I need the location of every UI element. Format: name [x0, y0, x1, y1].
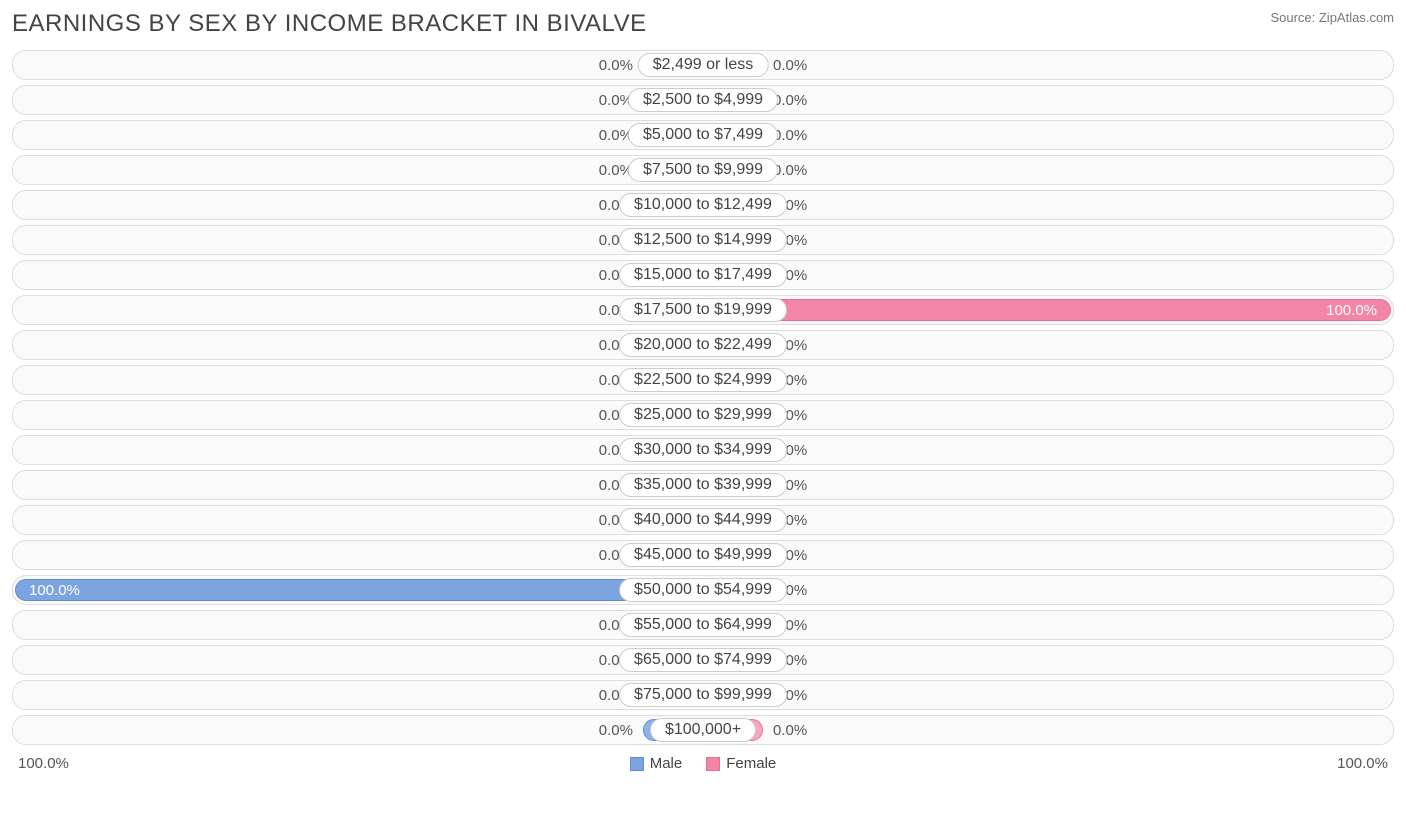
female-value: 0.0%: [773, 86, 807, 114]
bracket-label: $50,000 to $54,999: [619, 578, 787, 602]
chart-source: Source: ZipAtlas.com: [1270, 10, 1394, 25]
bracket-row: 0.0%0.0%$40,000 to $44,999: [12, 505, 1394, 535]
bracket-label: $40,000 to $44,999: [619, 508, 787, 532]
bracket-label: $22,500 to $24,999: [619, 368, 787, 392]
bracket-label: $35,000 to $39,999: [619, 473, 787, 497]
bracket-row: 0.0%0.0%$22,500 to $24,999: [12, 365, 1394, 395]
legend-male-label: Male: [650, 755, 683, 772]
bracket-row: 0.0%0.0%$7,500 to $9,999: [12, 155, 1394, 185]
chart-footer: 100.0% Male Female 100.0%: [12, 755, 1394, 772]
legend-female-label: Female: [726, 755, 776, 772]
bracket-label: $2,499 or less: [638, 53, 769, 77]
axis-left-label: 100.0%: [18, 755, 69, 772]
bracket-label: $20,000 to $22,499: [619, 333, 787, 357]
bracket-row: 100.0%0.0%$50,000 to $54,999: [12, 575, 1394, 605]
bracket-row: 0.0%0.0%$75,000 to $99,999: [12, 680, 1394, 710]
female-value: 0.0%: [773, 156, 807, 184]
female-value: 0.0%: [773, 716, 807, 744]
bracket-label: $100,000+: [650, 718, 756, 742]
bracket-row: 0.0%0.0%$2,500 to $4,999: [12, 85, 1394, 115]
bracket-label: $65,000 to $74,999: [619, 648, 787, 672]
female-value: 100.0%: [1326, 296, 1377, 324]
bracket-label: $55,000 to $64,999: [619, 613, 787, 637]
axis-right-label: 100.0%: [1337, 755, 1388, 772]
bracket-label: $5,000 to $7,499: [628, 123, 778, 147]
bracket-label: $75,000 to $99,999: [619, 683, 787, 707]
bracket-row: 0.0%0.0%$20,000 to $22,499: [12, 330, 1394, 360]
legend-female: Female: [706, 755, 776, 772]
chart-header: EARNINGS BY SEX BY INCOME BRACKET IN BIV…: [12, 10, 1394, 38]
bracket-label: $2,500 to $4,999: [628, 88, 778, 112]
bracket-row: 0.0%0.0%$15,000 to $17,499: [12, 260, 1394, 290]
female-value: 0.0%: [773, 51, 807, 79]
legend-male: Male: [630, 755, 683, 772]
female-swatch-icon: [706, 757, 720, 771]
bracket-row: 0.0%0.0%$5,000 to $7,499: [12, 120, 1394, 150]
legend: Male Female: [630, 755, 777, 772]
bracket-row: 0.0%0.0%$45,000 to $49,999: [12, 540, 1394, 570]
female-value: 0.0%: [773, 121, 807, 149]
bracket-row: 0.0%0.0%$55,000 to $64,999: [12, 610, 1394, 640]
bracket-label: $12,500 to $14,999: [619, 228, 787, 252]
bracket-label: $30,000 to $34,999: [619, 438, 787, 462]
male-swatch-icon: [630, 757, 644, 771]
bracket-row: 0.0%0.0%$12,500 to $14,999: [12, 225, 1394, 255]
male-value: 100.0%: [29, 576, 80, 604]
female-bar: [703, 299, 1391, 321]
bracket-label: $15,000 to $17,499: [619, 263, 787, 287]
chart-title: EARNINGS BY SEX BY INCOME BRACKET IN BIV…: [12, 10, 647, 38]
bracket-row: 0.0%100.0%$17,500 to $19,999: [12, 295, 1394, 325]
bracket-row: 0.0% 0.0%$2,499 or less: [12, 50, 1394, 80]
male-value: 0.0%: [599, 716, 633, 744]
bracket-row: 0.0%0.0%$25,000 to $29,999: [12, 400, 1394, 430]
bracket-row: 0.0%0.0%$35,000 to $39,999: [12, 470, 1394, 500]
bracket-label: $10,000 to $12,499: [619, 193, 787, 217]
male-value: 0.0%: [599, 51, 633, 79]
bracket-row: 0.0%0.0%$10,000 to $12,499: [12, 190, 1394, 220]
male-bar: [15, 579, 703, 601]
chart-area: 0.0%0.0%$2,499 or less0.0%0.0%$2,500 to …: [12, 50, 1394, 745]
bracket-label: $25,000 to $29,999: [619, 403, 787, 427]
bracket-row: 0.0%0.0%$30,000 to $34,999: [12, 435, 1394, 465]
bracket-label: $17,500 to $19,999: [619, 298, 787, 322]
bracket-label: $7,500 to $9,999: [628, 158, 778, 182]
bracket-row: 0.0%0.0%$65,000 to $74,999: [12, 645, 1394, 675]
bracket-row: 0.0% 0.0% $100,000+: [12, 715, 1394, 745]
bracket-label: $45,000 to $49,999: [619, 543, 787, 567]
